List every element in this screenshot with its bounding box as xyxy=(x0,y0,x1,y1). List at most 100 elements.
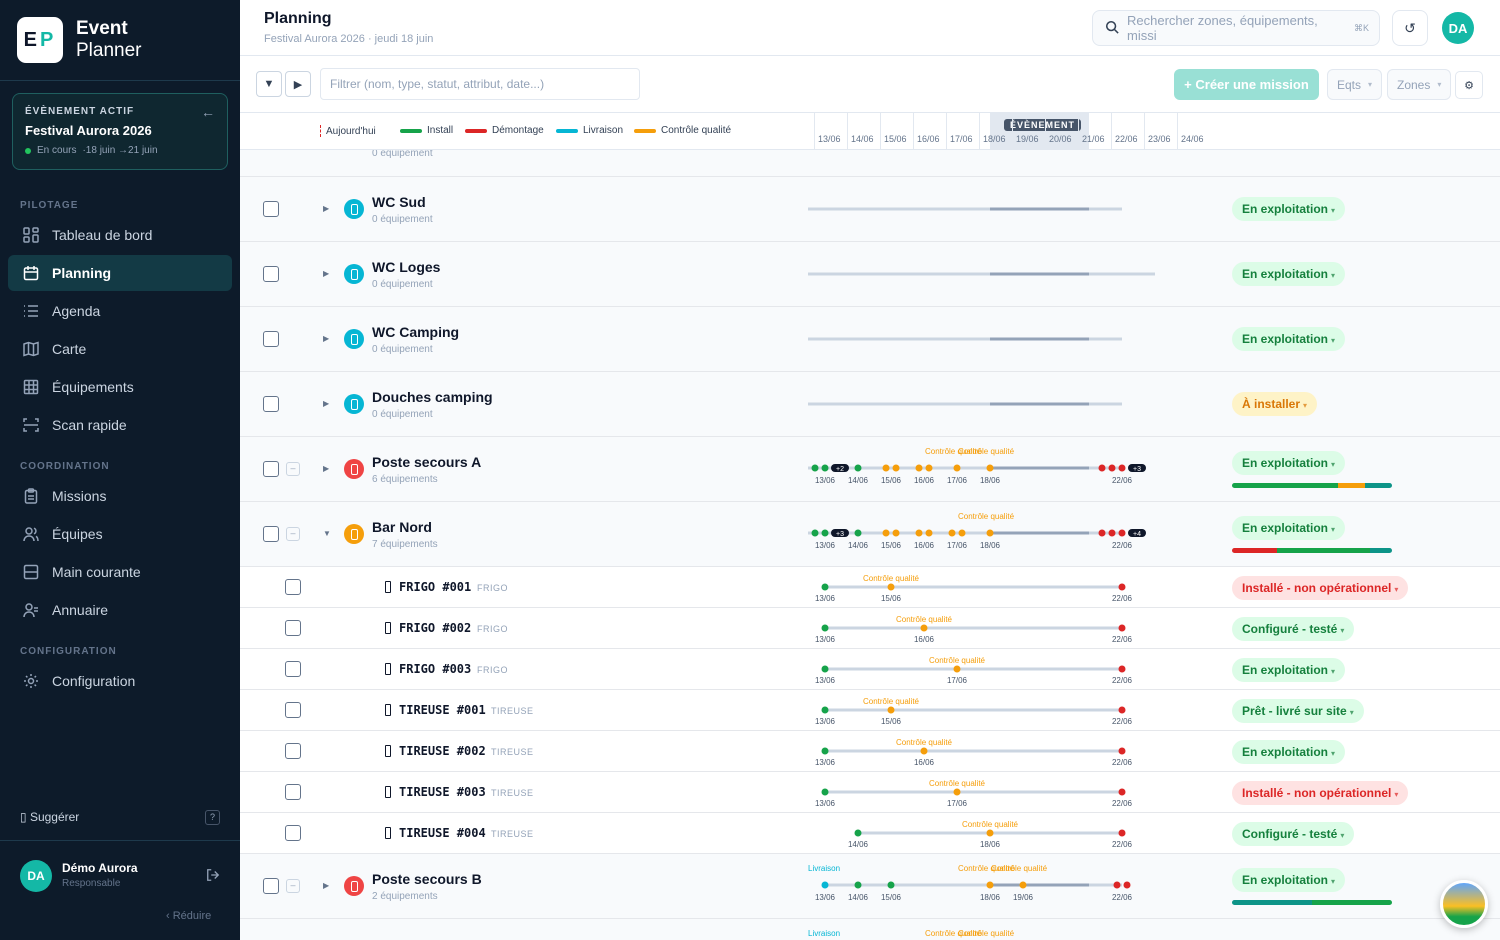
arrow-left-icon[interactable]: ← xyxy=(201,104,215,120)
chevron-down-icon: ▾ xyxy=(1340,831,1345,840)
zone-row[interactable]: ▶ WC Sud 0 équipement En exploitation ▾ xyxy=(240,177,1500,242)
row-checkbox[interactable] xyxy=(263,266,279,282)
svg-text:Livraison: Livraison xyxy=(808,929,840,938)
equipment-icon xyxy=(385,786,391,798)
create-mission-button[interactable]: + Créer une mission xyxy=(1174,69,1319,100)
nav-label: Tableau de bord xyxy=(52,227,153,243)
status-badge[interactable]: Configuré - testé ▾ xyxy=(1232,822,1355,846)
row-checkbox[interactable] xyxy=(263,331,279,347)
row-checkbox[interactable] xyxy=(285,784,301,800)
expand-all-button[interactable]: ▶ xyxy=(285,71,311,97)
active-event-name: Festival Aurora 2026 xyxy=(25,123,152,138)
row-checkbox[interactable] xyxy=(263,201,279,217)
row-checkbox[interactable] xyxy=(285,661,301,677)
equipment-row[interactable]: TIREUSE #002 TIREUSE Contrôle qualité 13/… xyxy=(240,731,1500,772)
row-checkbox[interactable] xyxy=(263,396,279,412)
nav-item-annuaire[interactable]: Annuaire xyxy=(8,592,232,628)
status-badge[interactable]: En exploitation ▾ xyxy=(1232,868,1346,892)
status-badge[interactable]: Prêt - livré sur site ▾ xyxy=(1232,699,1364,723)
nav-item-equipements[interactable]: Équipements xyxy=(8,369,232,405)
svg-text:15/06: 15/06 xyxy=(881,717,902,726)
partial-select-icon[interactable]: – xyxy=(286,462,300,476)
filter-input[interactable]: Filtrer (nom, type, statut, attribut, da… xyxy=(320,68,640,100)
status-badge[interactable]: Installé - non opérationnel ▾ xyxy=(1232,781,1409,805)
equipment-row[interactable]: FRIGO #003 FRIGO Contrôle qualité 13/06 17… xyxy=(240,649,1500,690)
partial-select-icon[interactable]: – xyxy=(286,879,300,893)
partial-select-icon[interactable]: – xyxy=(286,527,300,541)
nav-item-equipes[interactable]: Équipes xyxy=(8,516,232,552)
status-badge[interactable]: En exploitation ▾ xyxy=(1232,262,1346,286)
status-badge[interactable]: À installer ▾ xyxy=(1232,392,1318,416)
row-checkbox[interactable] xyxy=(285,702,301,718)
row-checkbox[interactable] xyxy=(285,620,301,636)
zone-name: WC Loges xyxy=(372,259,441,275)
help-icon[interactable]: ? xyxy=(205,810,220,825)
equipment-row[interactable]: FRIGO #001 FRIGO Contrôle qualité 13/06 15… xyxy=(240,567,1500,608)
chevron-right-icon[interactable]: ▶ xyxy=(323,334,330,343)
status-badge[interactable]: Installé - non opérationnel ▾ xyxy=(1232,576,1409,600)
equipment-row[interactable]: TIREUSE #001 TIREUSE Contrôle qualité 13/… xyxy=(240,690,1500,731)
chevron-right-icon[interactable]: ▶ xyxy=(323,399,330,408)
svg-text:19/06: 19/06 xyxy=(1013,893,1034,902)
zone-row[interactable]: 0 équipement xyxy=(240,150,1500,177)
collapse-sidebar-button[interactable]: ‹ Réduire xyxy=(166,910,212,922)
nav-item-carte[interactable]: Carte xyxy=(8,331,232,367)
zone-row[interactable]: ▶ WC Camping 0 équipement En exploitatio… xyxy=(240,307,1500,372)
equipment-type: FRIGO xyxy=(477,624,508,634)
equipment-row[interactable]: FRIGO #002 FRIGO Contrôle qualité 13/06 16… xyxy=(240,608,1500,649)
svg-text:22/06: 22/06 xyxy=(1112,717,1133,726)
chevron-right-icon[interactable]: ▶ xyxy=(323,269,330,278)
row-checkbox[interactable] xyxy=(263,878,279,894)
status-badge[interactable]: En exploitation ▾ xyxy=(1232,327,1346,351)
chevron-right-icon[interactable]: ▶ xyxy=(323,204,330,213)
chevron-right-icon[interactable]: ▶ xyxy=(323,464,330,473)
user-avatar[interactable]: DA xyxy=(20,860,52,892)
nav-item-main-courante[interactable]: Main courante xyxy=(8,554,232,590)
status-badge[interactable]: Configuré - testé ▾ xyxy=(1232,617,1355,641)
zone-row[interactable]: Livraison Contrôle qualité Contrôle qual… xyxy=(240,919,1500,940)
status-text: À installer xyxy=(1242,397,1301,411)
logout-icon[interactable] xyxy=(206,868,220,885)
page-title: Planning xyxy=(264,10,332,27)
zone-row[interactable]: – ▶ Poste secours A 6 équipements +2 +3 … xyxy=(240,437,1500,502)
nav-item-scan[interactable]: Scan rapide xyxy=(8,407,232,443)
chevron-right-icon[interactable]: ▶ xyxy=(323,881,330,890)
row-checkbox[interactable] xyxy=(263,526,279,542)
status-badge[interactable]: En exploitation ▾ xyxy=(1232,451,1346,475)
row-checkbox[interactable] xyxy=(285,579,301,595)
users-icon xyxy=(22,525,40,543)
nav-item-dashboard[interactable]: Tableau de bord xyxy=(8,217,232,253)
svg-text:13/06: 13/06 xyxy=(815,635,836,644)
row-checkbox[interactable] xyxy=(285,825,301,841)
row-checkbox[interactable] xyxy=(263,461,279,477)
status-badge[interactable]: En exploitation ▾ xyxy=(1232,658,1346,682)
nav-item-missions[interactable]: Missions xyxy=(8,478,232,514)
search-input[interactable]: Rechercher zones, équipements, missi ⌘K xyxy=(1092,10,1380,46)
eqts-dropdown[interactable]: Eqts ▾ xyxy=(1327,69,1383,100)
nav-item-planning[interactable]: Planning xyxy=(8,255,232,291)
zone-name: Poste secours A xyxy=(372,454,482,470)
collapse-all-button[interactable]: ▼ xyxy=(256,71,282,97)
status-badge[interactable]: En exploitation ▾ xyxy=(1232,740,1346,764)
zone-name: WC Sud xyxy=(372,194,426,210)
zone-row[interactable]: ▶ Douches camping 0 équipement À install… xyxy=(240,372,1500,437)
nav-item-configuration[interactable]: Configuration xyxy=(8,663,232,699)
assistant-avatar-button[interactable] xyxy=(1440,880,1488,928)
zone-row[interactable]: – ▶ Poste secours B 2 équipements Livrai… xyxy=(240,854,1500,919)
chevron-down-icon[interactable]: ▼ xyxy=(323,529,331,538)
settings-button[interactable]: ⚙ xyxy=(1455,71,1483,99)
nav-item-agenda[interactable]: Agenda xyxy=(8,293,232,329)
zone-row[interactable]: ▶ WC Loges 0 équipement En exploitation ▾ xyxy=(240,242,1500,307)
status-badge[interactable]: En exploitation ▾ xyxy=(1232,516,1346,540)
suggest-button[interactable]: ▯ Suggérer xyxy=(20,810,79,824)
zones-dropdown[interactable]: Zones ▾ xyxy=(1387,69,1452,100)
equipment-row[interactable]: TIREUSE #004 TIREUSE Contrôle qualité 14/… xyxy=(240,813,1500,854)
zone-row[interactable]: – ▼ Bar Nord 7 équipements +3 +4 Contrôl… xyxy=(240,502,1500,567)
status-badge[interactable]: En exploitation ▾ xyxy=(1232,197,1346,221)
avatar[interactable]: DA xyxy=(1442,12,1474,44)
active-event-card[interactable]: ÉVÈNEMENT ACTIF Festival Aurora 2026 En … xyxy=(12,93,228,170)
refresh-button[interactable]: ↺ xyxy=(1392,10,1428,46)
equipment-row[interactable]: TIREUSE #003 TIREUSE Contrôle qualité 13/… xyxy=(240,772,1500,813)
row-checkbox[interactable] xyxy=(285,743,301,759)
